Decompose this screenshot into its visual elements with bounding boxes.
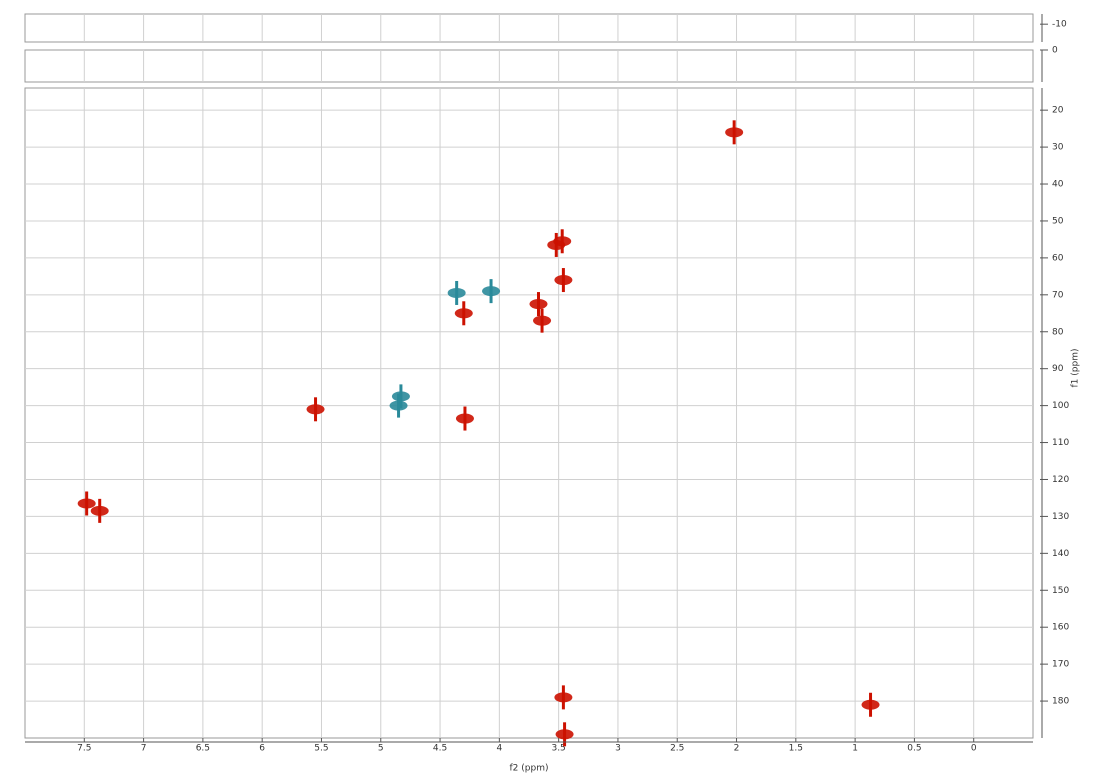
plot-frame <box>24 87 1034 739</box>
plot-frame <box>24 13 1034 43</box>
x-tick-label: 5.5 <box>314 744 328 754</box>
y-tick-label: 150 <box>1052 586 1069 596</box>
y-tick-label: 170 <box>1052 660 1069 670</box>
x-tick-label: 7.5 <box>77 744 91 754</box>
x-tick-label: 2.5 <box>670 744 684 754</box>
x-tick-label: 7 <box>141 744 147 754</box>
y-tick-label: 180 <box>1052 697 1069 707</box>
x-tick-label: 3 <box>615 744 621 754</box>
x-tick-label: 2 <box>734 744 740 754</box>
x-tick-label: 6.5 <box>196 744 210 754</box>
x-tick-label: 5 <box>378 744 384 754</box>
y-tick-label: 80 <box>1052 327 1064 337</box>
x-axis-label: f2 (ppm) <box>510 764 549 774</box>
y-tick-label: -10 <box>1052 20 1067 30</box>
plot-frame <box>24 49 1034 83</box>
y-tick-label: 60 <box>1052 253 1064 263</box>
y-tick-label: 160 <box>1052 623 1069 633</box>
y-tick-label: 20 <box>1052 106 1064 116</box>
x-tick-label: 6 <box>259 744 265 754</box>
x-tick-label: 0.5 <box>907 744 921 754</box>
y-tick-label: 50 <box>1052 216 1064 226</box>
y-tick-label: 40 <box>1052 180 1064 190</box>
y-tick-label: 100 <box>1052 401 1069 411</box>
y-tick-label: 110 <box>1052 438 1069 448</box>
x-tick-label: 0 <box>971 744 977 754</box>
x-tick-label: 4 <box>496 744 502 754</box>
y-tick-label: 30 <box>1052 143 1064 153</box>
y-tick-label: 70 <box>1052 290 1064 300</box>
x-tick-label: 3.5 <box>551 744 565 754</box>
y-axis-label: f1 (ppm) <box>1071 349 1081 388</box>
x-tick-label: 1 <box>852 744 858 754</box>
y-tick-label: 130 <box>1052 512 1069 522</box>
y-tick-label: 90 <box>1052 364 1064 374</box>
y-tick-label: 120 <box>1052 475 1069 485</box>
x-tick-label: 4.5 <box>433 744 447 754</box>
y-tick-label: 0 <box>1052 46 1058 56</box>
x-tick-label: 1.5 <box>789 744 803 754</box>
y-tick-label: 140 <box>1052 549 1069 559</box>
